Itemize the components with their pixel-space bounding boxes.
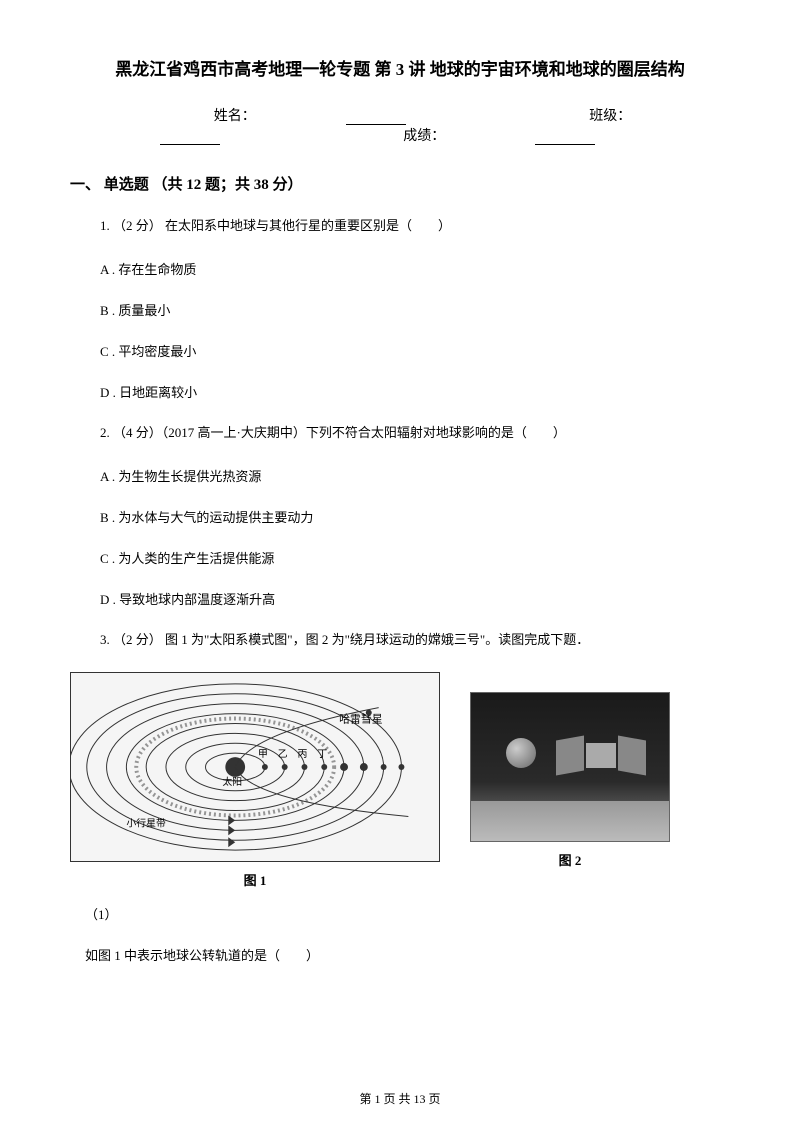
q1-option-d: D . 日地距离较小 xyxy=(100,382,730,401)
image-2-label: 图 2 xyxy=(559,850,582,869)
document-title: 黑龙江省鸡西市高考地理一轮专题 第 3 讲 地球的宇宙环境和地球的圈层结构 xyxy=(70,55,730,80)
name-label: 姓名： xyxy=(214,109,256,124)
page-footer: 第 1 页 共 13 页 xyxy=(0,1090,800,1107)
question-1: 1. （2 分） 在太阳系中地球与其他行星的重要区别是（ ） xyxy=(100,216,730,237)
solar-system-diagram: 太阳 哈雷彗星 小行星带 甲 乙 xyxy=(70,672,440,862)
image-1-label: 图 1 xyxy=(244,870,267,889)
question-2: 2. （4 分）（2017 高一上·大庆期中）下列不符合太阳辐射对地球影响的是（… xyxy=(100,423,730,444)
q2-option-d: D . 导致地球内部温度逐渐升高 xyxy=(100,589,730,608)
q1-option-a: A . 存在生命物质 xyxy=(100,259,730,278)
question-3: 3. （2 分） 图 1 为"太阳系模式图"，图 2 为"绕月球运动的嫦娥三号"… xyxy=(100,630,730,651)
section-header: 一、 单选题 （共 12 题；共 38 分） xyxy=(70,173,730,194)
image-2-box: 图 2 xyxy=(470,672,670,869)
change3-image xyxy=(470,692,670,842)
svg-text:丁: 丁 xyxy=(317,749,327,760)
q3-sub1-text: 如图 1 中表示地球公转轨道的是（ ） xyxy=(85,945,730,964)
q2-option-a: A . 为生物生长提供光热资源 xyxy=(100,466,730,485)
svg-text:太阳: 太阳 xyxy=(222,775,242,788)
score-label: 成绩： xyxy=(403,129,445,144)
class-blank xyxy=(160,131,220,145)
q2-option-b: B . 为水体与大气的运动提供主要动力 xyxy=(100,507,730,526)
q1-option-b: B . 质量最小 xyxy=(100,300,730,319)
score-blank xyxy=(535,131,595,145)
images-container: 太阳 哈雷彗星 小行星带 甲 乙 xyxy=(70,672,730,889)
name-blank xyxy=(346,111,406,125)
q3-sub1-label: （1） xyxy=(85,904,730,923)
image-1-box: 太阳 哈雷彗星 小行星带 甲 乙 xyxy=(70,672,440,889)
svg-text:小行星带: 小行星带 xyxy=(126,817,166,830)
svg-text:甲: 甲 xyxy=(258,749,268,760)
q1-option-c: C . 平均密度最小 xyxy=(100,341,730,360)
svg-text:乙: 乙 xyxy=(278,748,288,760)
svg-text:丙: 丙 xyxy=(298,749,308,760)
class-label: 班级： xyxy=(589,109,631,124)
student-info-row: 姓名： 班级： 成绩： xyxy=(70,105,730,145)
q2-option-c: C . 为人类的生产生活提供能源 xyxy=(100,548,730,567)
